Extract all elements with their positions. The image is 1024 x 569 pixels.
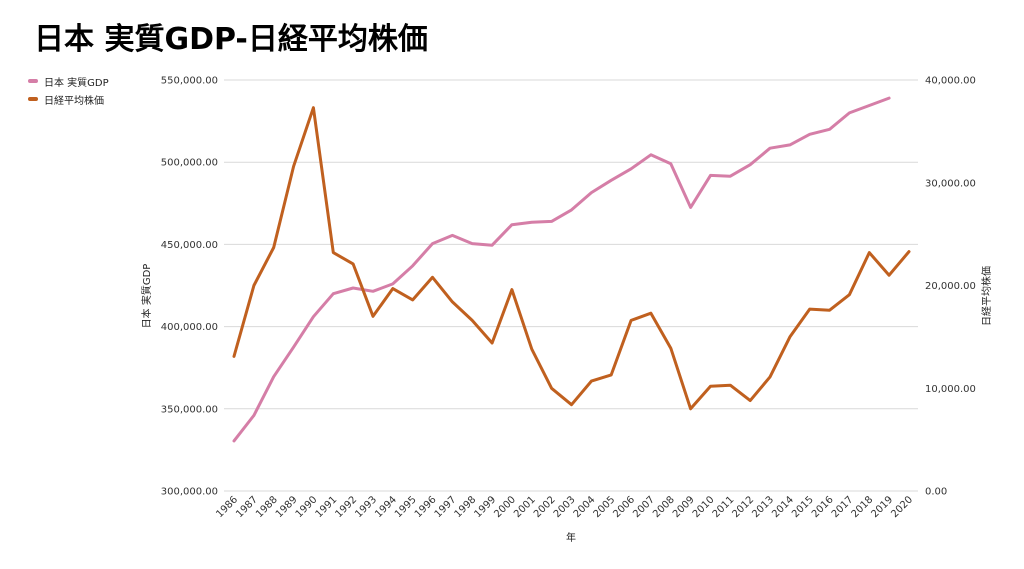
x-tick-label: 1998: [453, 494, 479, 520]
x-tick-label: 2015: [790, 494, 816, 520]
right-axis-ticks: 0.00 10,000.00 20,000.00 30,000.00 40,000.00: [925, 76, 976, 498]
series: [232, 96, 911, 443]
x-tick-label: 2014: [770, 494, 796, 520]
x-tick-label: 2000: [492, 494, 518, 520]
x-tick-label: 2009: [671, 494, 697, 520]
x-tick-label: 1994: [373, 494, 399, 520]
x-tick-label: 2017: [830, 494, 856, 520]
x-tick-label: 2007: [631, 494, 657, 520]
x-tick-label: 2012: [731, 494, 757, 520]
right-tick-label: 40,000.00: [925, 76, 976, 87]
x-tick-label: 1989: [274, 494, 300, 520]
nikkei-series-line: [232, 106, 911, 411]
x-tick-label: 2018: [850, 494, 876, 520]
x-tick-label: 1988: [254, 494, 280, 520]
x-tick-label: 1986: [214, 494, 240, 520]
legend-item-nikkei: 日経平均株価: [28, 90, 109, 108]
left-axis-title: 日本 実質GDP: [140, 264, 153, 329]
x-tick-label: 2013: [750, 494, 776, 520]
x-tick-label: 2003: [552, 494, 578, 520]
legend-swatch-gdp: [28, 79, 38, 83]
x-tick-label: 2004: [572, 494, 598, 520]
x-tick-label: 1999: [472, 494, 498, 520]
gridlines: [224, 79, 918, 492]
x-axis-title: 年: [566, 531, 576, 544]
left-tick-label: 500,000.00: [161, 158, 218, 169]
x-tick-label: 2010: [691, 494, 717, 520]
x-tick-label: 1997: [433, 494, 459, 520]
x-tick-label: 2002: [532, 494, 558, 520]
x-tick-label: 2006: [611, 494, 637, 520]
x-tick-label: 2011: [711, 494, 737, 520]
left-tick-label: 400,000.00: [161, 322, 218, 333]
x-tick-label: 1990: [294, 494, 320, 520]
x-tick-label: 1987: [234, 494, 260, 520]
chart-title: 日本 実質GDP-日経平均株価: [34, 22, 428, 57]
x-tick-label: 2016: [810, 494, 836, 520]
left-tick-label: 550,000.00: [161, 76, 218, 87]
legend-label-nikkei: 日経平均株価: [44, 95, 104, 107]
x-axis-ticks: 1986198719881989199019911992199319941995…: [214, 494, 915, 520]
x-tick-label: 1992: [333, 494, 359, 520]
x-tick-label: 2020: [889, 494, 915, 520]
legend-item-gdp: 日本 実質GDP: [28, 72, 109, 90]
gdp-series-line: [232, 96, 891, 443]
x-tick-label: 1993: [353, 494, 379, 520]
x-tick-label: 2019: [869, 494, 895, 520]
right-tick-label: 20,000.00: [925, 281, 976, 292]
x-tick-label: 2005: [592, 494, 618, 520]
legend-swatch-nikkei: [28, 97, 38, 101]
left-tick-label: 350,000.00: [161, 404, 218, 415]
left-tick-label: 450,000.00: [161, 240, 218, 251]
right-axis-title: 日経平均株価: [980, 266, 993, 326]
legend-label-gdp: 日本 実質GDP: [44, 77, 109, 89]
legend: 日本 実質GDP 日経平均株価: [28, 72, 109, 108]
right-tick-label: 10,000.00: [925, 384, 976, 395]
right-tick-label: 30,000.00: [925, 178, 976, 189]
x-tick-label: 2008: [651, 494, 677, 520]
left-axis-ticks: 300,000.00 350,000.00 400,000.00 450,000.00…: [161, 76, 218, 498]
right-tick-label: 0.00: [925, 487, 947, 498]
left-tick-label: 300,000.00: [161, 487, 218, 498]
x-tick-label: 1996: [413, 494, 439, 520]
x-tick-label: 2001: [512, 494, 538, 520]
x-tick-label: 1995: [393, 494, 419, 520]
x-tick-label: 1991: [314, 494, 340, 520]
